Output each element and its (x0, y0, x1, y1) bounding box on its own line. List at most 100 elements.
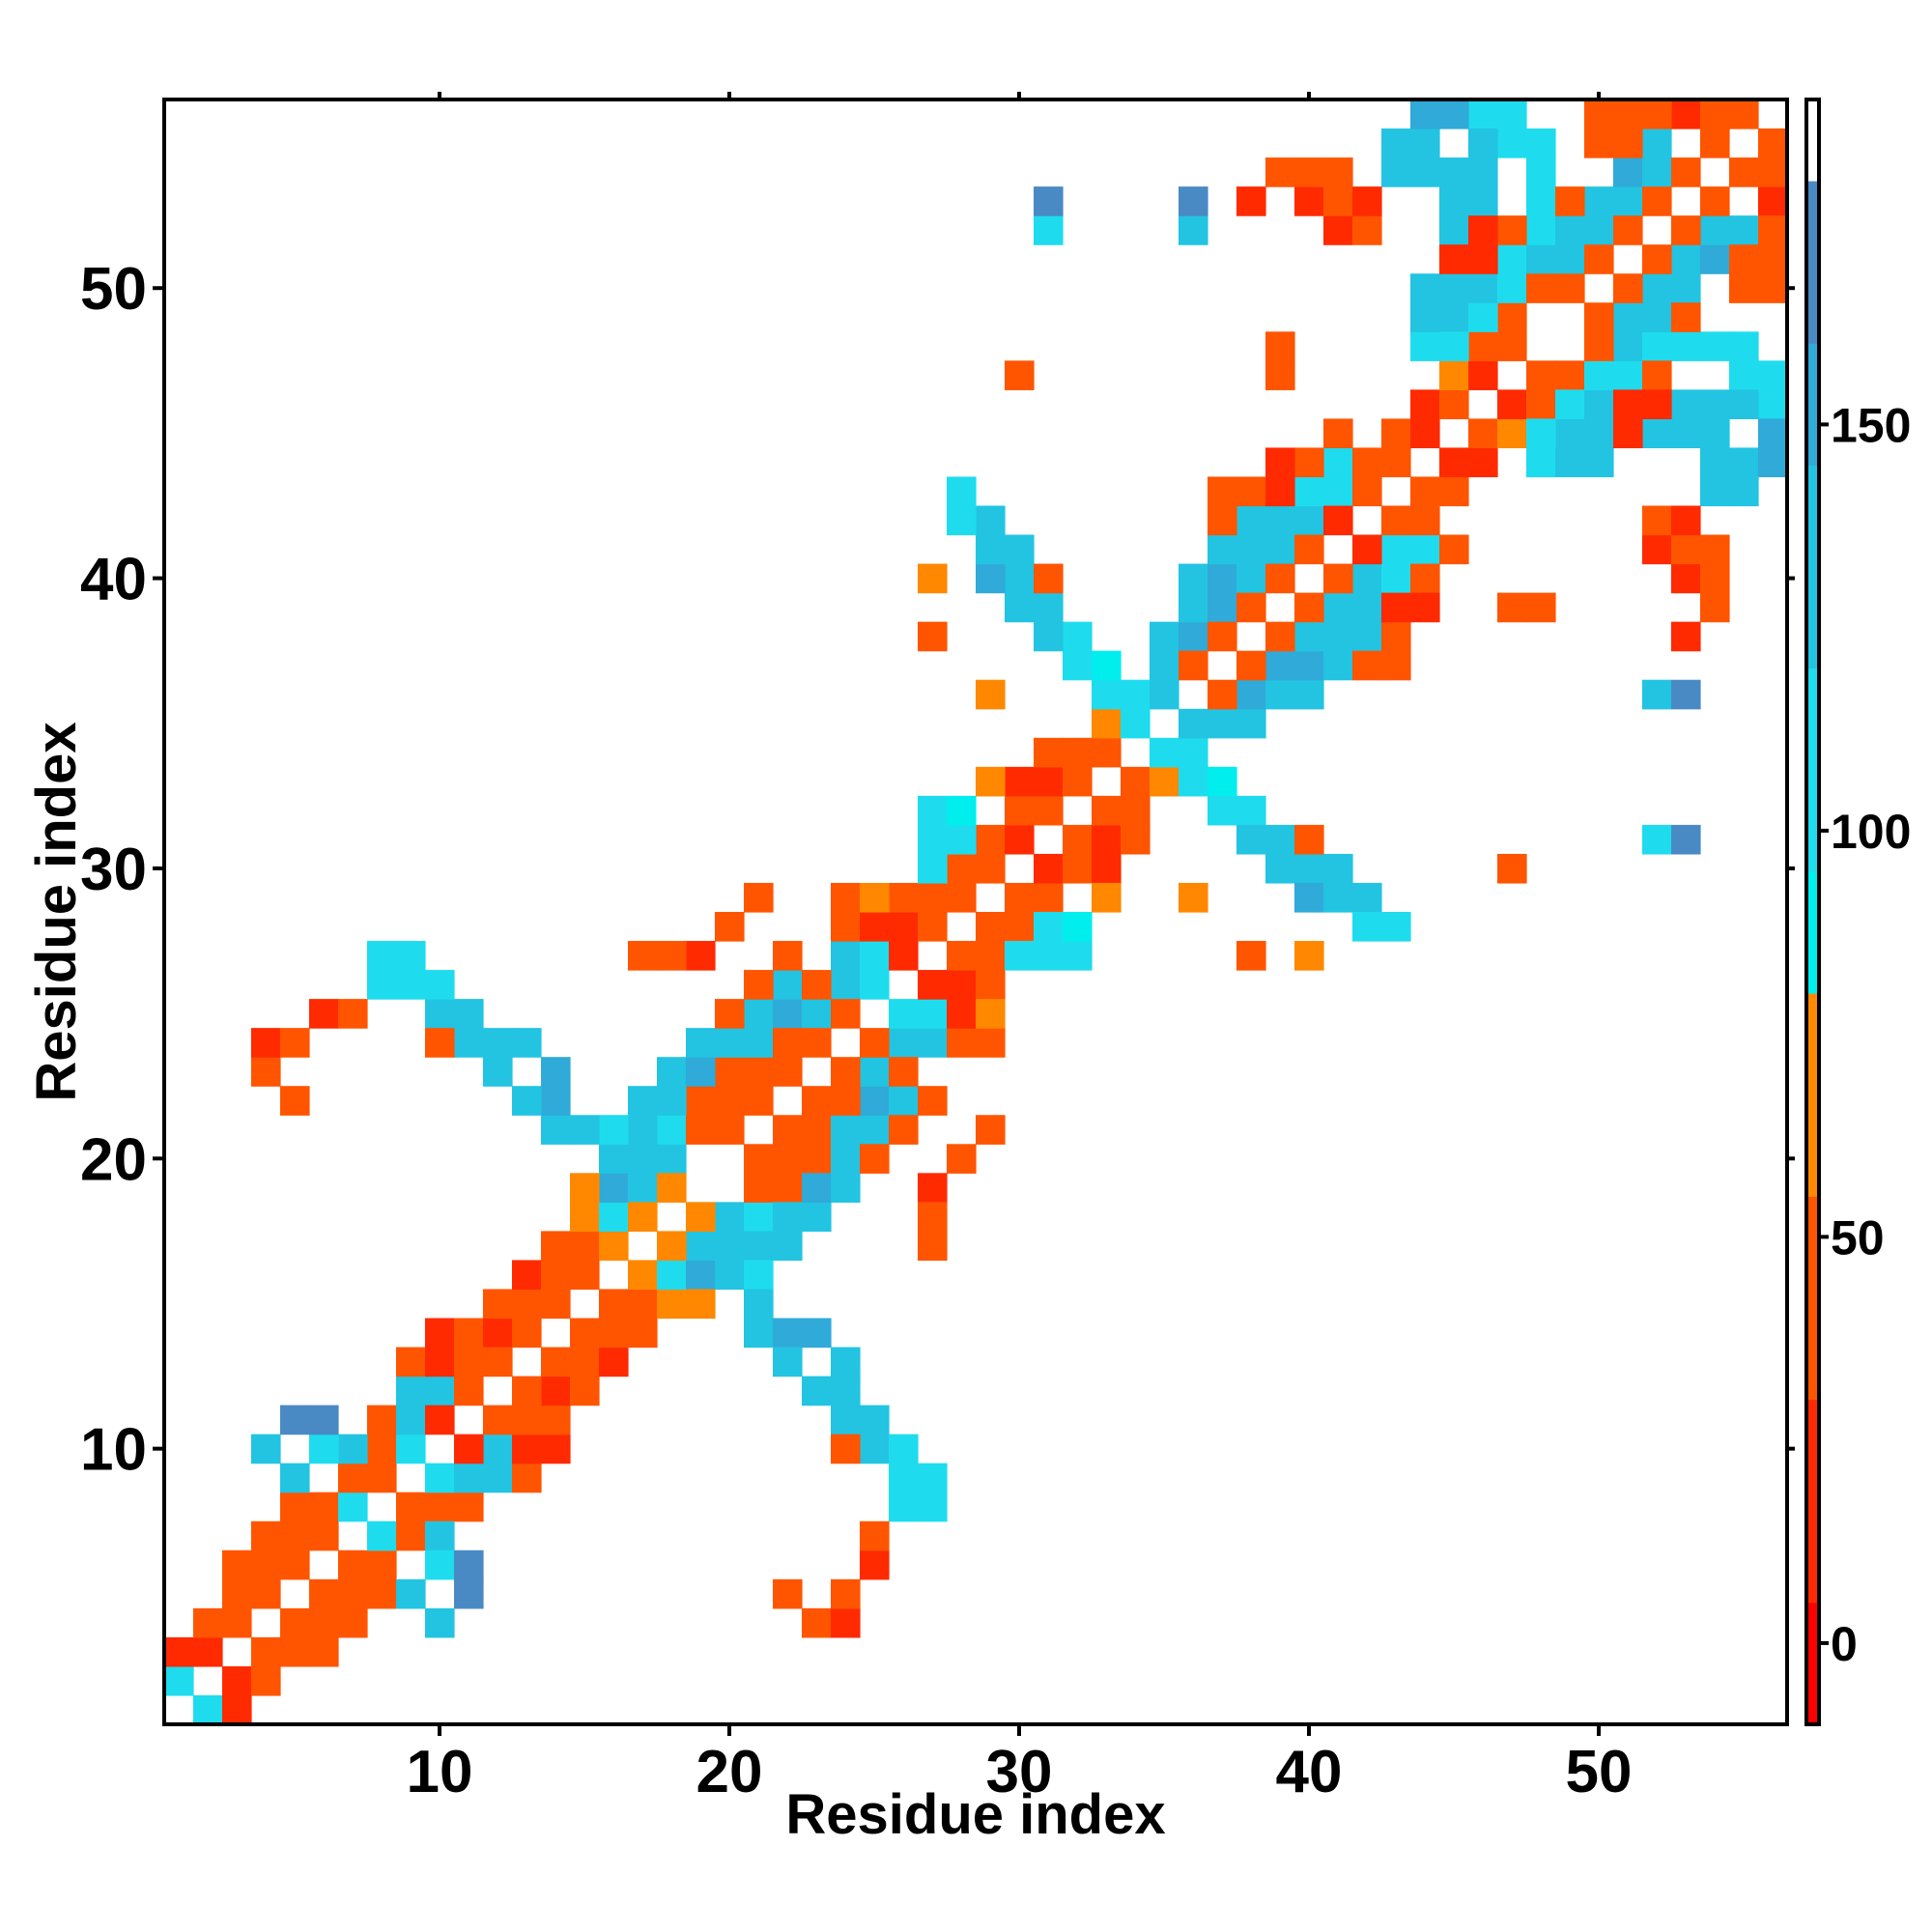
heatmap-cell (1294, 679, 1324, 710)
heatmap-cell (1150, 621, 1179, 652)
heatmap-cell (1526, 592, 1556, 623)
heatmap-cell (1034, 186, 1064, 216)
colorbar-segment (1806, 1399, 1819, 1604)
heatmap-cell (686, 1231, 716, 1262)
heatmap-cell (599, 1347, 629, 1378)
heatmap-cell (1700, 476, 1730, 507)
heatmap-cell (1671, 824, 1701, 855)
heatmap-cell (1034, 737, 1064, 768)
heatmap-cell (889, 1057, 919, 1087)
heatmap-cell (1758, 215, 1788, 245)
heatmap-cell (1555, 389, 1585, 419)
heatmap-cell (396, 1520, 426, 1551)
heatmap-cell (309, 1607, 339, 1638)
heatmap-cell (1410, 157, 1440, 187)
heatmap-cell (1758, 447, 1788, 478)
heatmap-cell (1497, 418, 1527, 449)
heatmap-cell (541, 1405, 571, 1435)
heatmap-cell (744, 1086, 774, 1116)
heatmap-cell (831, 1086, 861, 1116)
x-tick-label: 50 (1566, 1739, 1633, 1805)
heatmap-cell (831, 1376, 861, 1406)
heatmap-cell (1410, 505, 1440, 536)
heatmap-cell (1352, 534, 1382, 565)
heatmap-cell (1410, 389, 1440, 419)
heatmap-cell (1294, 186, 1324, 216)
heatmap-cell (280, 1028, 310, 1058)
heatmap-cell (1034, 592, 1064, 623)
heatmap-cell (570, 1376, 600, 1406)
colorbar-segment (1806, 668, 1819, 872)
heatmap-cell (483, 1405, 513, 1435)
heatmap-cell (1439, 302, 1469, 332)
heatmap-cell (1410, 128, 1440, 158)
heatmap-cell (1584, 302, 1614, 332)
heatmap-cell (744, 999, 774, 1029)
heatmap-cell (1439, 476, 1469, 507)
heatmap-cell (1439, 389, 1469, 419)
heatmap-cell (773, 1202, 803, 1232)
heatmap-cell (1497, 273, 1527, 303)
heatmap-cell (454, 1376, 484, 1406)
heatmap-cell (889, 912, 919, 942)
heatmap-cell (1671, 215, 1701, 245)
heatmap-cell (1410, 534, 1440, 565)
heatmap-cell (686, 1086, 716, 1116)
heatmap-cell (570, 1173, 600, 1203)
heatmap-cell (309, 1434, 339, 1464)
heatmap-cell (1381, 418, 1411, 449)
heatmap-cell (976, 1115, 1006, 1145)
heatmap-cell (570, 1231, 600, 1262)
heatmap-cell (918, 1173, 948, 1203)
heatmap-cell (1671, 331, 1701, 361)
heatmap-cell (1063, 737, 1093, 768)
heatmap-cell (541, 1347, 571, 1378)
heatmap-cell (1179, 766, 1208, 797)
heatmap-cell (367, 1463, 397, 1493)
heatmap-cell (1034, 215, 1064, 245)
heatmap-cell (1468, 128, 1498, 158)
heatmap-cell (773, 1578, 803, 1609)
heatmap-cell (1497, 389, 1527, 419)
heatmap-cell (338, 1607, 368, 1638)
heatmap-cell (454, 1347, 484, 1378)
heatmap-cell (1700, 563, 1730, 594)
heatmap-cell (1642, 302, 1672, 332)
heatmap-cell (1150, 679, 1179, 710)
heatmap-cell (309, 1636, 339, 1667)
y-tick-label: 40 (80, 547, 147, 613)
heatmap-cell (1092, 708, 1122, 739)
heatmap-cell (1208, 795, 1237, 826)
heatmap-cell (1671, 534, 1701, 565)
heatmap-cell (1642, 418, 1672, 449)
heatmap-cell (1613, 128, 1643, 158)
heatmap-cell (1613, 418, 1643, 449)
heatmap-cell (1034, 912, 1064, 942)
heatmap-cell (1179, 882, 1208, 913)
heatmap-cell (1323, 882, 1353, 913)
heatmap-cell (1584, 244, 1614, 274)
heatmap-cell (222, 1694, 252, 1725)
heatmap-cell (1005, 824, 1035, 855)
heatmap-cell (251, 1636, 281, 1667)
heatmap-cell (1179, 215, 1208, 245)
heatmap-cell (1410, 99, 1440, 129)
heatmap-cell (1063, 621, 1093, 652)
heatmap-cell (657, 1115, 687, 1145)
heatmap-cell (1352, 882, 1382, 913)
heatmap-cell (1555, 215, 1585, 245)
heatmap-cell (744, 1028, 774, 1058)
heatmap-cell (512, 1318, 542, 1349)
heatmap-cell (1700, 244, 1730, 274)
heatmap-cell (1613, 186, 1643, 216)
heatmap-cell (222, 1607, 252, 1638)
heatmap-cell (715, 1057, 745, 1087)
heatmap-cell (1439, 360, 1469, 390)
heatmap-cell (396, 1405, 426, 1435)
heatmap-cell (628, 1144, 658, 1174)
heatmap-cell (483, 1434, 513, 1464)
heatmap-cell (1468, 447, 1498, 478)
heatmap-cell (1063, 912, 1093, 942)
heatmap-cell (802, 970, 832, 1000)
